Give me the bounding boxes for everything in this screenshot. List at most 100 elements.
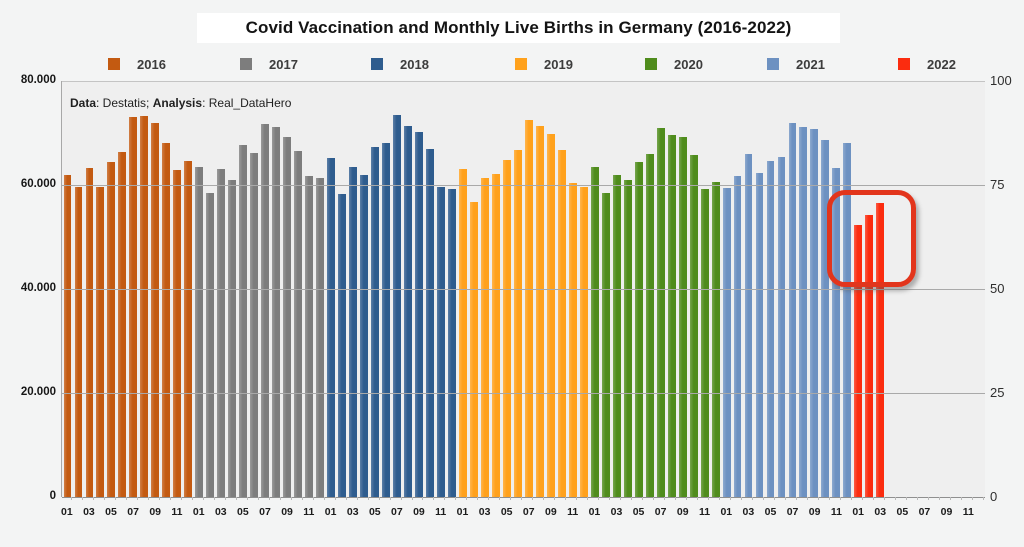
month-slot <box>216 81 227 497</box>
month-slot <box>150 81 161 497</box>
x-axis-label: 09 <box>808 506 821 518</box>
bar-2020-02 <box>601 193 610 497</box>
legend-item-2018: 2018 <box>371 56 429 72</box>
legend: 2016 2017 2018 2019 2020 2021 2022 <box>0 56 1024 72</box>
bars-container <box>62 81 985 497</box>
month-slot <box>271 81 282 497</box>
month-slot <box>370 81 381 497</box>
y-axis-label-left: 40.000 <box>20 282 56 294</box>
month-slot <box>304 81 315 497</box>
month-slot <box>106 81 117 497</box>
month-slot <box>809 81 820 497</box>
x-axis-label: 05 <box>368 506 381 518</box>
bar-2022-02 <box>865 214 874 497</box>
x-tick <box>786 497 797 500</box>
x-axis-label <box>95 506 105 520</box>
month-slot <box>414 81 425 497</box>
x-axis-label: 01 <box>720 506 733 518</box>
legend-item-2019: 2019 <box>515 56 573 72</box>
x-tick <box>918 497 929 500</box>
bar-2021-12 <box>843 143 852 497</box>
month-slot <box>205 81 216 497</box>
month-slot <box>699 81 710 497</box>
x-tick <box>61 497 72 500</box>
bar-2020-10 <box>689 154 698 497</box>
x-axis-label <box>535 506 545 520</box>
x-tick <box>204 497 215 500</box>
bar-2018-11 <box>437 186 445 497</box>
bar-2016-12 <box>184 160 193 497</box>
x-tick <box>588 497 600 500</box>
month-slot <box>282 81 293 497</box>
x-tick <box>632 497 644 500</box>
x-axis-label <box>359 506 369 520</box>
x-tick <box>511 497 523 500</box>
bar-2021-09 <box>810 129 819 497</box>
x-axis-label <box>73 506 83 520</box>
bar-2020-07 <box>656 127 665 497</box>
x-tick <box>248 497 259 500</box>
x-axis-label: 07 <box>786 506 799 518</box>
month-slot <box>381 81 392 497</box>
x-axis-label: 09 <box>413 506 425 518</box>
bar-2017-10 <box>294 151 303 497</box>
x-tick <box>259 497 270 500</box>
month-slot <box>721 81 732 497</box>
x-axis-label: 09 <box>940 506 953 518</box>
bar-2021-01 <box>722 188 731 497</box>
x-axis-label <box>227 506 237 520</box>
month-slot <box>501 81 512 497</box>
month-slot <box>655 81 666 497</box>
x-axis-label: 03 <box>874 506 887 518</box>
x-tick <box>643 497 655 500</box>
x-axis-label <box>381 506 391 520</box>
month-slot <box>611 81 622 497</box>
month-slot <box>161 81 172 497</box>
bar-2019-10 <box>557 149 566 497</box>
legend-label: 2018 <box>400 56 429 72</box>
x-tick <box>731 497 743 500</box>
month-slot <box>315 81 326 497</box>
x-tick <box>270 497 281 500</box>
x-tick <box>951 497 962 500</box>
x-axis-label: 05 <box>632 506 645 518</box>
x-tick <box>687 497 699 500</box>
x-axis-label: 01 <box>456 506 469 518</box>
x-axis-label: 01 <box>61 506 73 518</box>
bar-2018-12 <box>447 188 456 497</box>
x-tick <box>940 497 951 500</box>
legend-swatch-icon <box>767 58 779 70</box>
bar-2021-06 <box>777 156 786 497</box>
x-axis-label: 07 <box>918 506 931 518</box>
month-slot <box>139 81 150 497</box>
x-tick <box>478 497 490 500</box>
month-slot <box>534 81 545 497</box>
month-slot <box>392 81 403 497</box>
month-slot <box>183 81 194 497</box>
legend-swatch-icon <box>371 58 383 70</box>
x-tick <box>83 497 94 500</box>
x-axis-label: 07 <box>522 506 535 518</box>
x-tick <box>885 497 896 500</box>
x-tick <box>160 497 171 500</box>
x-axis-label <box>490 506 500 520</box>
x-tick <box>423 497 435 500</box>
x-tick <box>94 497 105 500</box>
x-tick <box>303 497 314 500</box>
x-axis-label: 11 <box>303 506 315 518</box>
x-axis-label <box>908 506 918 520</box>
x-axis-label <box>557 506 567 520</box>
source-note-text: Data <box>70 96 97 110</box>
x-tick <box>193 497 204 500</box>
x-tick <box>489 497 501 500</box>
bar-2017-04 <box>228 180 237 497</box>
x-tick <box>907 497 918 500</box>
x-axis-label: 07 <box>391 506 403 518</box>
bar-2018-07 <box>393 115 401 497</box>
bar-2019-03 <box>480 177 489 497</box>
x-tick <box>577 497 589 500</box>
bar-2020-05 <box>634 161 643 497</box>
x-axis-label <box>468 506 478 520</box>
x-axis-label: 05 <box>896 506 909 518</box>
x-tick <box>325 497 336 500</box>
